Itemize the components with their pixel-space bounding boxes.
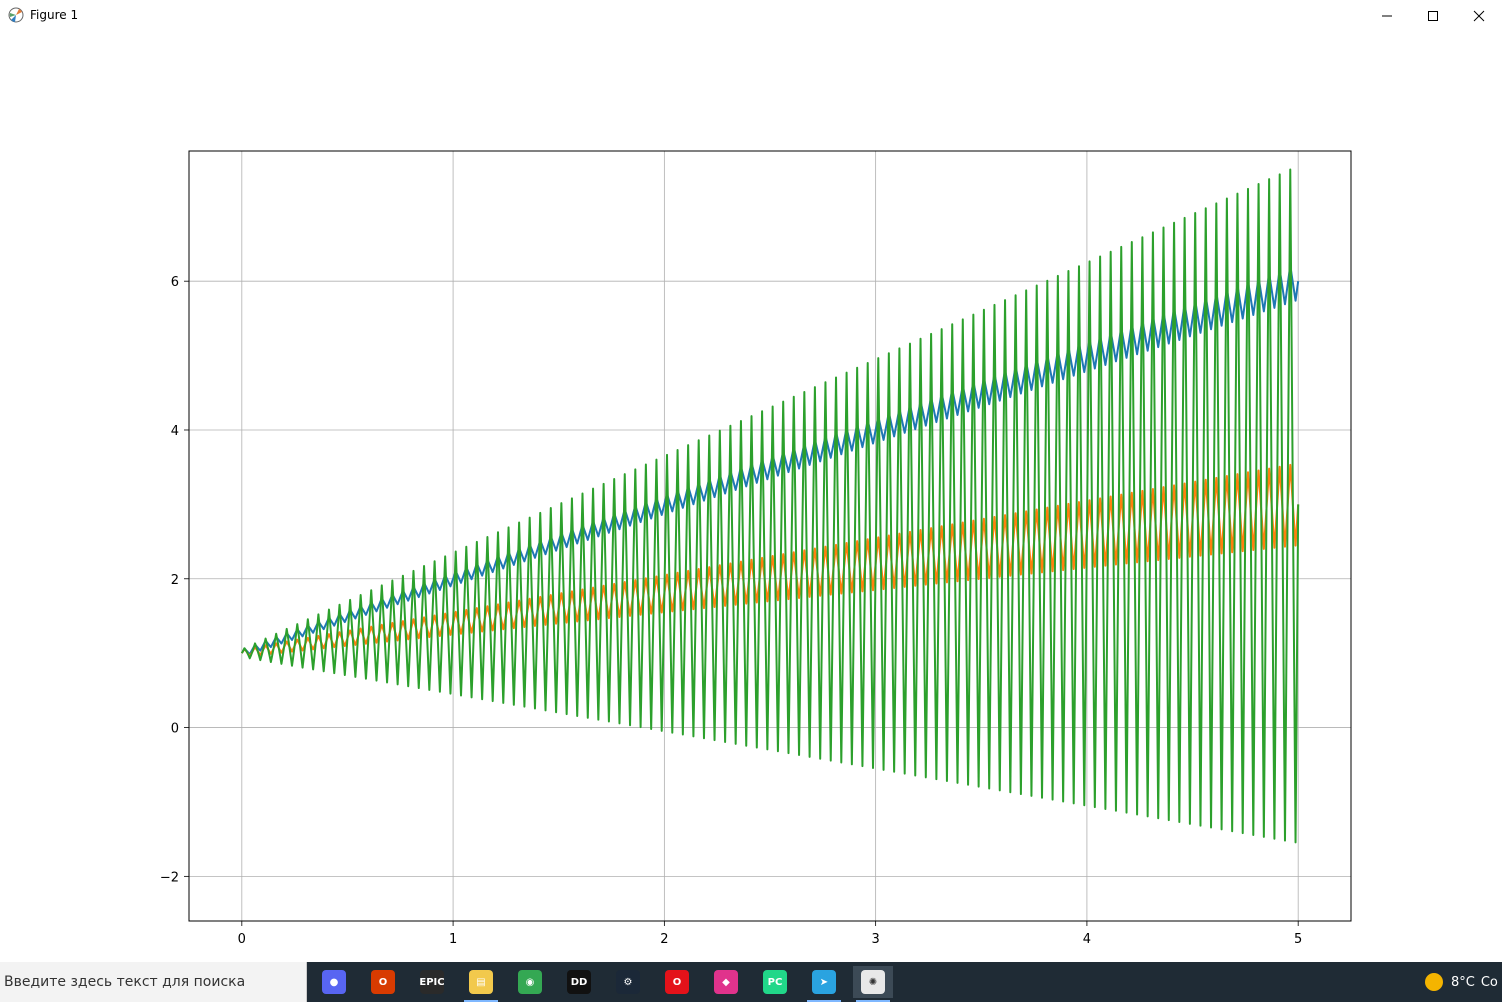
y-tick-label: 0 — [171, 722, 179, 737]
y-tick-label: −2 — [160, 870, 179, 885]
x-tick-label: 4 — [1083, 932, 1091, 947]
dolby-taskbar-button[interactable]: DD — [559, 966, 599, 998]
close-button[interactable] — [1456, 0, 1502, 31]
minimize-button[interactable] — [1364, 0, 1410, 31]
dolby-icon: DD — [567, 970, 591, 994]
temperature[interactable]: 8°C — [1451, 974, 1475, 990]
x-tick-label: 5 — [1294, 932, 1302, 947]
office-taskbar-button[interactable]: O — [363, 966, 403, 998]
epic-games-icon: EPIC — [419, 970, 445, 994]
office-icon: O — [371, 970, 395, 994]
sun-icon[interactable] — [1425, 973, 1443, 991]
running-indicator — [464, 1000, 498, 1002]
ticks-layer: 0 1 2 3 4 5 −2 0 2 4 6 — [160, 275, 1302, 947]
matplotlib-icon — [8, 7, 24, 23]
opera-taskbar-button[interactable]: O — [657, 966, 697, 998]
window-title: Figure 1 — [30, 8, 79, 22]
y-tick-label: 6 — [171, 275, 179, 290]
x-tick-label: 1 — [449, 932, 457, 947]
axes-frame — [188, 150, 1352, 922]
pycharm-taskbar-button[interactable]: PC — [755, 966, 795, 998]
maximize-icon — [1428, 10, 1438, 21]
chrome-icon: ◉ — [518, 970, 542, 994]
steam-icon: ⚙ — [616, 970, 640, 994]
close-icon — [1473, 10, 1485, 21]
minimize-icon — [1382, 15, 1392, 16]
matplotlib-figure-icon: ✺ — [861, 970, 885, 994]
taskbar-search-box[interactable]: Введите здесь текст для поиска — [0, 962, 307, 1002]
search-placeholder: Введите здесь текст для поиска — [4, 974, 246, 990]
x-tick-label: 0 — [238, 932, 246, 947]
epic-games-taskbar-button[interactable]: EPIC — [412, 966, 452, 998]
opera-icon: O — [665, 970, 689, 994]
discord-icon: ● — [322, 970, 346, 994]
x-tick-label: 3 — [871, 932, 879, 947]
tray-text[interactable]: Co — [1480, 974, 1498, 990]
window-titlebar: Figure 1 — [0, 0, 1502, 31]
running-indicator — [807, 1000, 841, 1002]
running-indicator — [856, 1000, 890, 1002]
system-tray: 8°C Co — [1425, 962, 1498, 1002]
file-explorer-taskbar-button[interactable]: ▤ — [461, 966, 501, 1002]
series-3-line — [240, 168, 1300, 844]
taskbar: Введите здесь текст для поиска ● O EPIC ▤ ◉ D… — [0, 962, 1502, 1002]
discord-taskbar-button[interactable]: ● — [314, 966, 354, 998]
file-explorer-icon: ▤ — [469, 970, 493, 994]
figure-canvas[interactable]: 0 1 2 3 4 5 −2 0 2 4 6 — [0, 31, 1502, 962]
pycharm-icon: PC — [763, 970, 787, 994]
cube-app-icon: ◆ — [714, 970, 738, 994]
y-tick-label: 4 — [171, 424, 179, 439]
telegram-icon: ➤ — [812, 970, 836, 994]
maximize-button[interactable] — [1410, 0, 1456, 31]
steam-taskbar-button[interactable]: ⚙ — [608, 966, 648, 998]
series-layer — [240, 168, 1300, 844]
telegram-taskbar-button[interactable]: ➤ — [804, 966, 844, 1002]
chrome-taskbar-button[interactable]: ◉ — [510, 966, 550, 998]
matplotlib-figure-taskbar-button[interactable]: ✺ — [853, 966, 893, 1002]
x-tick-label: 2 — [660, 932, 668, 947]
cube-app-taskbar-button[interactable]: ◆ — [706, 966, 746, 998]
line-chart: 0 1 2 3 4 5 −2 0 2 4 6 — [160, 150, 1352, 947]
y-tick-label: 2 — [171, 573, 179, 588]
